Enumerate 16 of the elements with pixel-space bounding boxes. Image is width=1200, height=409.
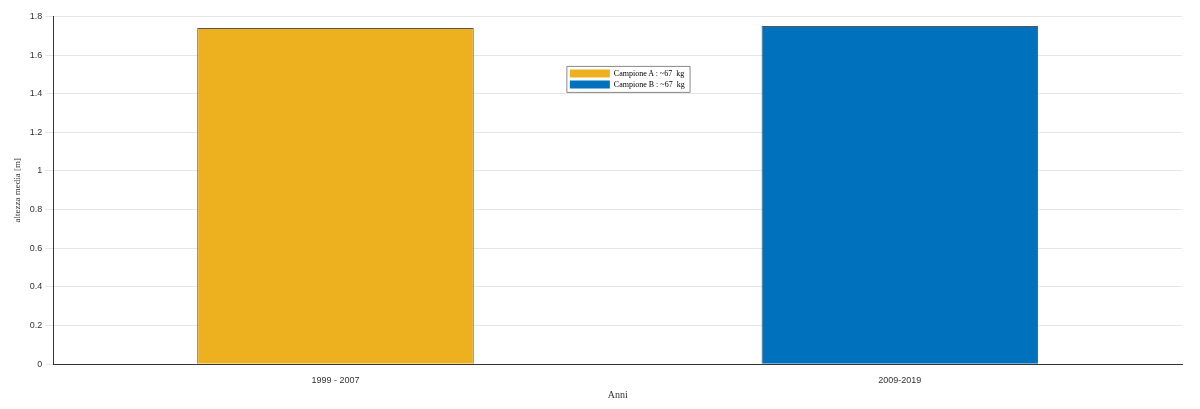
y-tick-label: 0.8 <box>29 204 43 215</box>
y-axis-title: altezza media [m] <box>11 158 22 223</box>
y-tick-label: 0.2 <box>29 320 43 331</box>
x-axis-title: Anni <box>607 388 628 400</box>
y-tick-label: 1.4 <box>29 88 43 99</box>
x-tick-label: 2009-2019 <box>878 375 922 386</box>
y-tick-label: 0.4 <box>29 281 43 292</box>
y-tick-label: 1.8 <box>29 10 43 21</box>
y-tick-label: 1 <box>37 165 43 176</box>
y-tick-label: 0.6 <box>29 242 43 253</box>
y-tick-label: 1.2 <box>29 126 43 137</box>
y-tick-label: 1.6 <box>29 49 43 60</box>
legend-label: Campione A : ~67 kg <box>613 68 685 78</box>
y-tick-label: 0 <box>37 358 43 369</box>
x-tick-label: 1999 - 2007 <box>311 375 360 386</box>
legend-label: Campione B : ~67 kg <box>613 79 685 89</box>
